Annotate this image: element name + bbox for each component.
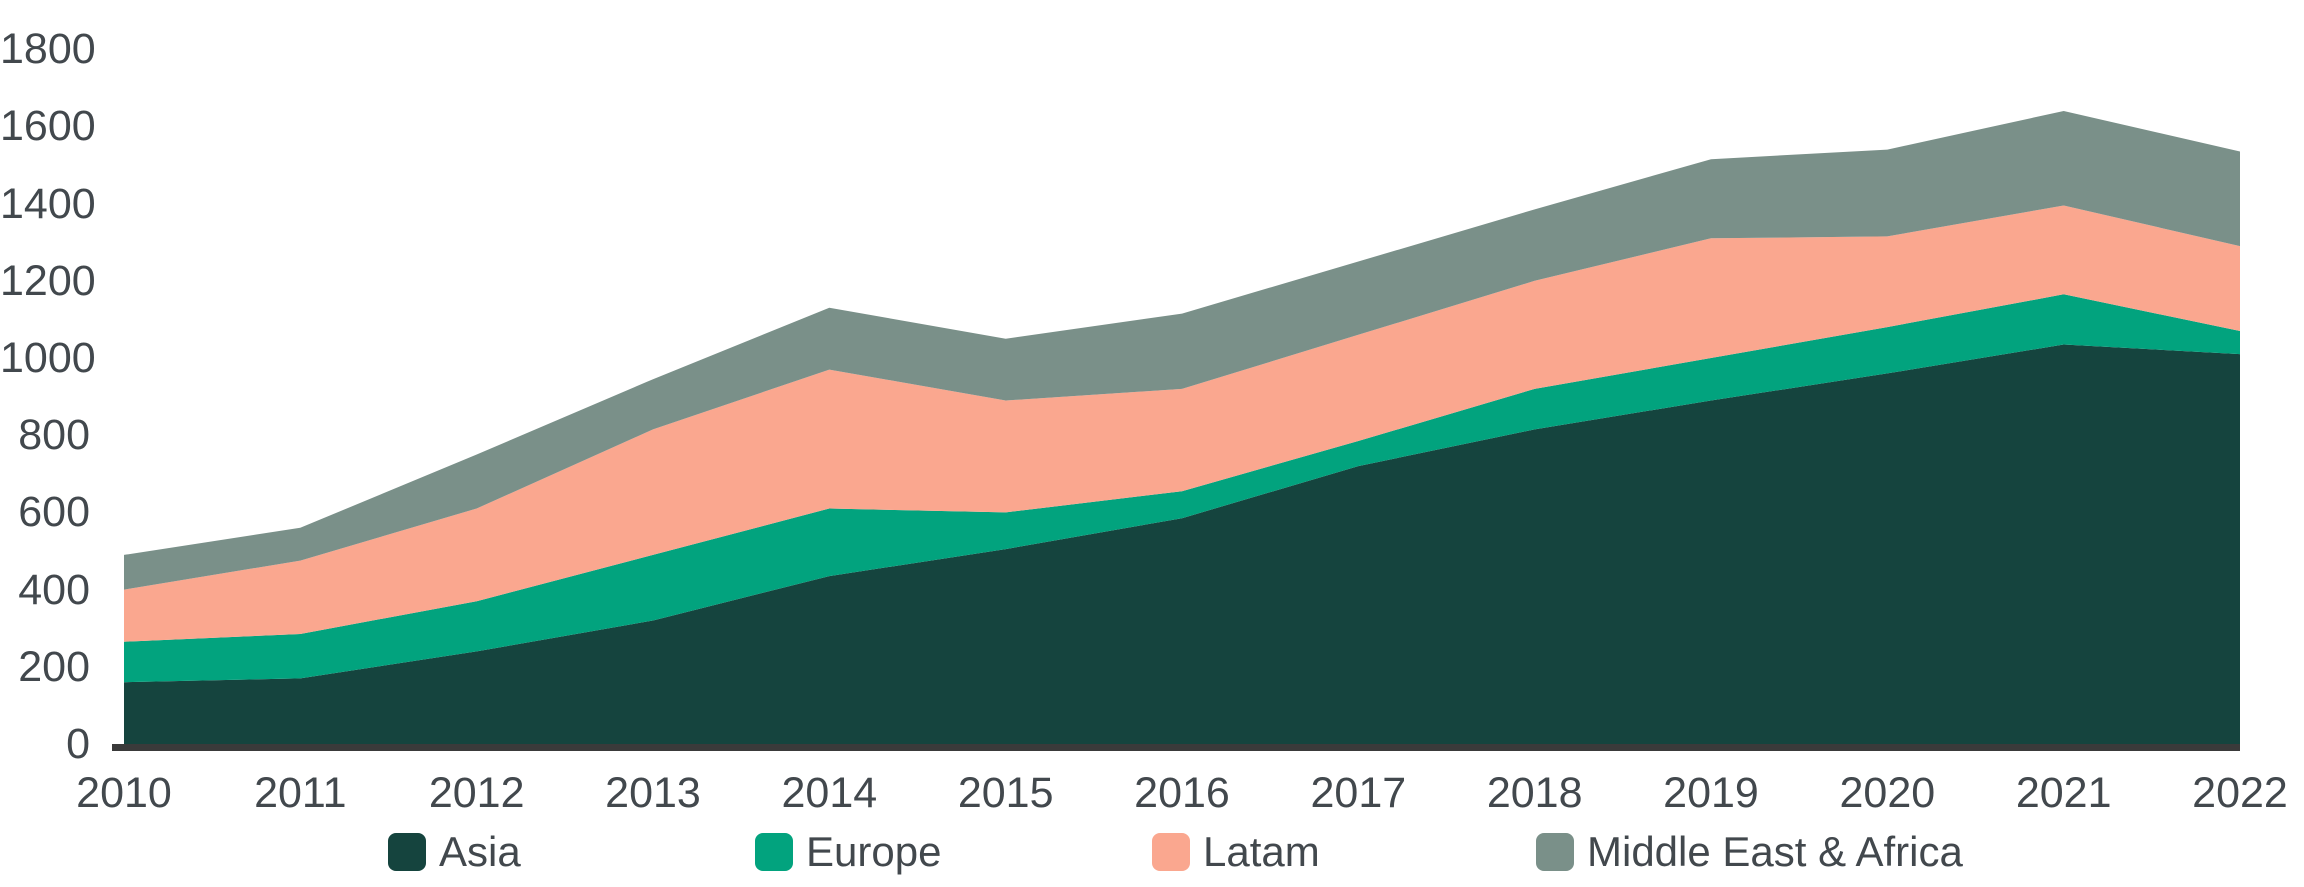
y-tick-label: 400: [18, 565, 90, 614]
x-tick-label: 2016: [1134, 769, 1230, 817]
area-middle-east-africa: [124, 111, 2240, 590]
x-tick-label: 2011: [254, 769, 347, 817]
y-tick-label: 800: [18, 411, 90, 460]
y-tick-label: 600: [18, 488, 90, 537]
y-tick-label: 1000: [0, 334, 96, 382]
x-tick-label: 2022: [2192, 769, 2288, 817]
x-tick-label: 2019: [1663, 769, 1759, 817]
area-europe: [124, 294, 2240, 683]
y-tick-label: 200: [18, 642, 90, 691]
x-tick-label: 2013: [605, 769, 701, 817]
x-axis-line: [112, 744, 2240, 751]
y-tick-label: 1800: [0, 25, 96, 74]
y-tick-label: 1200: [0, 256, 96, 305]
x-tick-label: 2014: [781, 769, 878, 817]
x-tick-label: 2015: [957, 769, 1054, 817]
area-asia: [124, 344, 2240, 744]
x-tick-label: 2021: [2015, 769, 2112, 817]
x-tick-label: 2012: [428, 769, 525, 817]
y-tick-label: 1600: [0, 102, 96, 151]
x-tick-label: 2020: [1839, 769, 1936, 817]
x-tick-label: 2010: [76, 769, 172, 817]
y-tick-label: 1400: [0, 179, 96, 228]
x-tick-label: 2018: [1486, 769, 1583, 817]
x-tick-label: 2017: [1310, 769, 1407, 817]
y-tick-label: 0: [66, 720, 90, 768]
area-latam: [124, 205, 2240, 642]
